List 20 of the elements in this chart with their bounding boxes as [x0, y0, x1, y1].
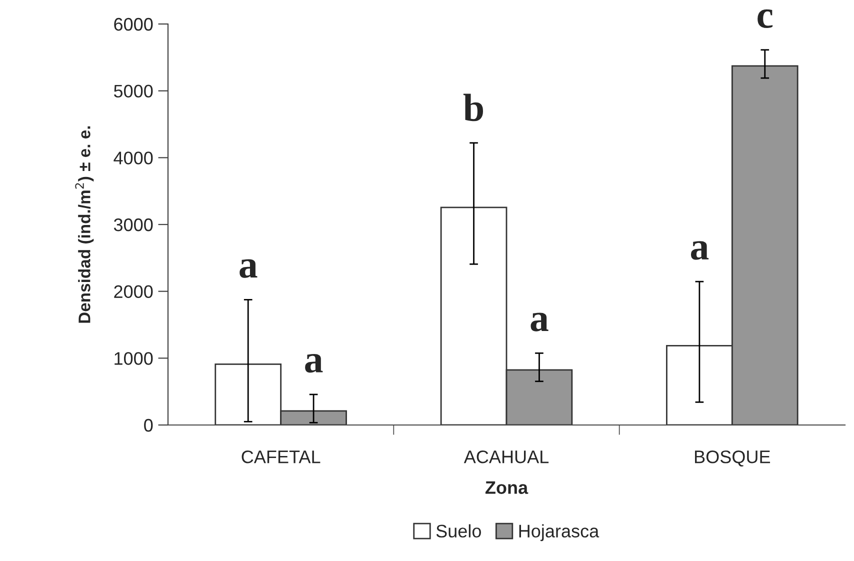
data-label: a	[530, 312, 548, 332]
y-tick-label: 2000	[114, 285, 153, 298]
data-label: a	[690, 241, 709, 260]
data-label: b	[463, 94, 484, 122]
x-tick-label: CAFETAL	[242, 450, 320, 464]
y-tick-label: 0	[144, 418, 153, 432]
legend-label: Suelo	[436, 524, 481, 538]
data-label: a	[305, 354, 323, 373]
x-tick-label: BOSQUE	[695, 450, 770, 466]
y-tick-label: 5000	[114, 84, 153, 98]
y-tick-label: 4000	[114, 152, 153, 164]
legend-label: Hojarasca	[519, 524, 600, 542]
data-label: c	[758, 9, 773, 28]
x-tick-label: ACAHUAL	[464, 450, 549, 464]
data-label: a	[240, 259, 258, 278]
y-tick-label: 6000	[114, 18, 153, 31]
y-tick-label: 3000	[114, 218, 153, 232]
y-axis-title: Densidad (ind./m$^{2}$) ± e. e.	[75, 126, 94, 323]
x-axis-title: Zona	[485, 481, 528, 494]
y-tick-label: 1000	[114, 352, 153, 365]
